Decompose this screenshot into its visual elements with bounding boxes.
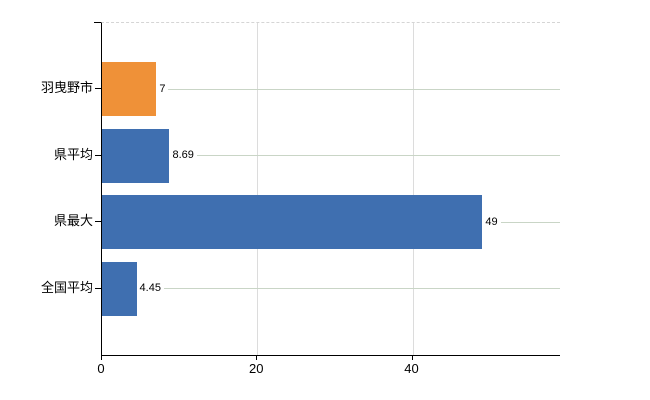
bar-全国平均[interactable] xyxy=(102,261,137,316)
bar-県平均[interactable] xyxy=(102,128,170,183)
x-axis-label-40: 40 xyxy=(404,361,419,376)
vertical-gridline-40 xyxy=(412,23,414,355)
category-tick xyxy=(95,221,101,223)
x-axis-label-20: 20 xyxy=(249,361,264,376)
row-leader-line xyxy=(168,88,560,90)
vertical-gridline-20 xyxy=(257,23,259,355)
row-leader-line xyxy=(163,288,560,290)
x-axis-tick-0 xyxy=(101,355,102,360)
row-leader-line xyxy=(500,221,560,223)
category-label-全国平均: 全国平均 xyxy=(40,279,93,295)
row-leader-line xyxy=(196,155,560,157)
x-axis-tick-40 xyxy=(411,355,413,360)
category-tick xyxy=(95,287,101,289)
x-axis-tick-20 xyxy=(256,355,258,360)
bar-row-3: 49 xyxy=(102,195,560,250)
bar-row-1: 7 xyxy=(102,62,560,117)
plot-area: 7 8.69 49 4.45 xyxy=(101,22,560,356)
category-tick xyxy=(95,154,101,156)
bar-value-label: 49 xyxy=(485,215,498,228)
x-axis-label-0: 0 xyxy=(97,361,105,376)
bar-row-4: 4.45 xyxy=(102,261,560,316)
y-axis-top-tick xyxy=(94,22,101,23)
category-label-県平均: 県平均 xyxy=(53,146,93,162)
bar-value-label: 7 xyxy=(159,82,166,95)
category-label-羽曳野市: 羽曳野市 xyxy=(40,80,93,96)
bar-row-2: 8.69 xyxy=(102,128,560,183)
bar-value-label: 4.45 xyxy=(139,282,161,295)
bar-県最大[interactable] xyxy=(102,195,483,250)
category-tick xyxy=(95,88,101,90)
bar-羽曳野市[interactable] xyxy=(102,62,157,117)
category-label-県最大: 県最大 xyxy=(53,213,93,229)
bar-value-label: 8.69 xyxy=(172,149,194,162)
